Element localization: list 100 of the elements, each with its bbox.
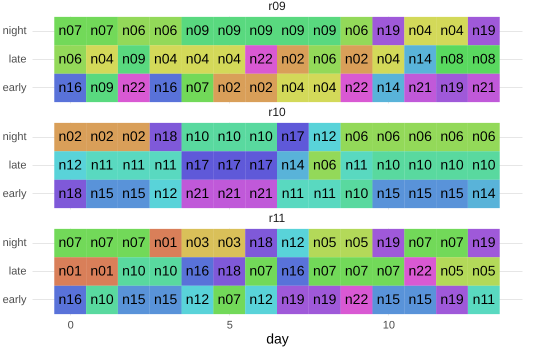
text: n10 xyxy=(472,156,496,172)
text: n09 xyxy=(313,22,336,38)
text: n19 xyxy=(472,234,496,250)
text: n11 xyxy=(314,184,336,201)
y-tick-label: early xyxy=(2,82,27,94)
x-tick-label: 5 xyxy=(226,320,233,332)
text: n07 xyxy=(344,262,368,278)
text: n15 xyxy=(376,290,400,307)
text: n09 xyxy=(281,22,305,38)
text: n11 xyxy=(90,156,114,172)
text: n18 xyxy=(249,234,273,250)
text: n09 xyxy=(218,22,241,38)
text: n10 xyxy=(408,156,432,172)
text: n15 xyxy=(408,184,432,201)
x-tick-label: 0 xyxy=(68,320,74,332)
text: n12 xyxy=(281,234,305,250)
text: n11 xyxy=(122,156,145,172)
y-tick-label: night xyxy=(2,131,26,144)
text: n10 xyxy=(440,156,464,172)
text: n10 xyxy=(376,156,400,172)
text: n17 xyxy=(186,156,210,172)
text: n07 xyxy=(440,234,464,250)
text: n14 xyxy=(472,184,496,201)
text: n15 xyxy=(440,184,464,201)
text: n05 xyxy=(440,262,464,278)
text: n14 xyxy=(376,78,400,95)
text: n06 xyxy=(408,128,432,144)
text: n15 xyxy=(408,290,432,307)
text: n10 xyxy=(154,262,178,278)
text: n09 xyxy=(122,50,146,66)
text: n19 xyxy=(281,290,305,307)
text: n14 xyxy=(408,50,432,66)
text: n06 xyxy=(376,128,400,144)
text: n18 xyxy=(58,184,82,201)
text: n04 xyxy=(440,22,464,38)
text: n07 xyxy=(122,234,146,250)
text: n07 xyxy=(186,78,210,95)
text: n05 xyxy=(313,234,336,250)
text: n03 xyxy=(186,234,210,250)
text: n10 xyxy=(344,184,368,201)
text: n04 xyxy=(408,22,432,38)
chart-title: r09 xyxy=(268,0,286,13)
text: n07 xyxy=(58,22,82,38)
text: n10 xyxy=(90,290,114,307)
text: n19 xyxy=(472,22,496,38)
text: n02 xyxy=(344,50,368,66)
y-tick-label: early xyxy=(2,188,27,200)
text: n11 xyxy=(154,156,177,172)
text: n04 xyxy=(154,50,178,66)
text: n02 xyxy=(90,128,114,144)
text: n22 xyxy=(344,78,368,95)
text: n04 xyxy=(218,50,241,66)
y-tick-label: night xyxy=(2,25,26,38)
text: n04 xyxy=(90,50,114,66)
text: n15 xyxy=(376,184,400,201)
chart-title: r10 xyxy=(268,105,286,119)
text: n19 xyxy=(376,22,400,38)
text: n21 xyxy=(472,78,496,95)
text: n21 xyxy=(408,78,432,95)
text: n05 xyxy=(344,234,368,250)
y-tick-label: early xyxy=(2,294,27,306)
text: n19 xyxy=(313,290,336,307)
text: n22 xyxy=(122,78,146,95)
text: n19 xyxy=(440,290,464,307)
text: n06 xyxy=(122,22,146,38)
y-tick-label: late xyxy=(8,266,26,278)
text: n15 xyxy=(122,290,146,307)
text: n04 xyxy=(313,78,336,95)
text: n11 xyxy=(472,290,495,307)
text: n07 xyxy=(58,234,82,250)
y-tick-label: late xyxy=(8,54,26,66)
text: n06 xyxy=(344,22,368,38)
text: n02 xyxy=(249,78,273,95)
text: n12 xyxy=(249,290,273,307)
text: n01 xyxy=(154,234,178,250)
text: n02 xyxy=(122,128,146,144)
text: n12 xyxy=(58,156,82,172)
text: n08 xyxy=(472,50,496,66)
text: n12 xyxy=(154,184,178,201)
text: n06 xyxy=(344,128,368,144)
text: n14 xyxy=(281,156,305,172)
text: n12 xyxy=(186,290,210,307)
text: n09 xyxy=(90,78,114,95)
text: n18 xyxy=(218,262,241,278)
text: n06 xyxy=(440,128,464,144)
text: n10 xyxy=(122,262,146,278)
text: n04 xyxy=(281,78,305,95)
text: n22 xyxy=(408,262,432,278)
x-tick-label: 10 xyxy=(382,320,395,332)
y-tick-label: late xyxy=(8,160,26,172)
text: n11 xyxy=(345,156,368,172)
text: n03 xyxy=(218,234,241,250)
text: n12 xyxy=(313,128,336,144)
text: n17 xyxy=(218,156,241,172)
text: n02 xyxy=(218,78,241,95)
text: n06 xyxy=(58,50,82,66)
text: n07 xyxy=(376,262,400,278)
text: n16 xyxy=(58,78,82,95)
text: n07 xyxy=(90,234,114,250)
text: n15 xyxy=(90,184,114,201)
